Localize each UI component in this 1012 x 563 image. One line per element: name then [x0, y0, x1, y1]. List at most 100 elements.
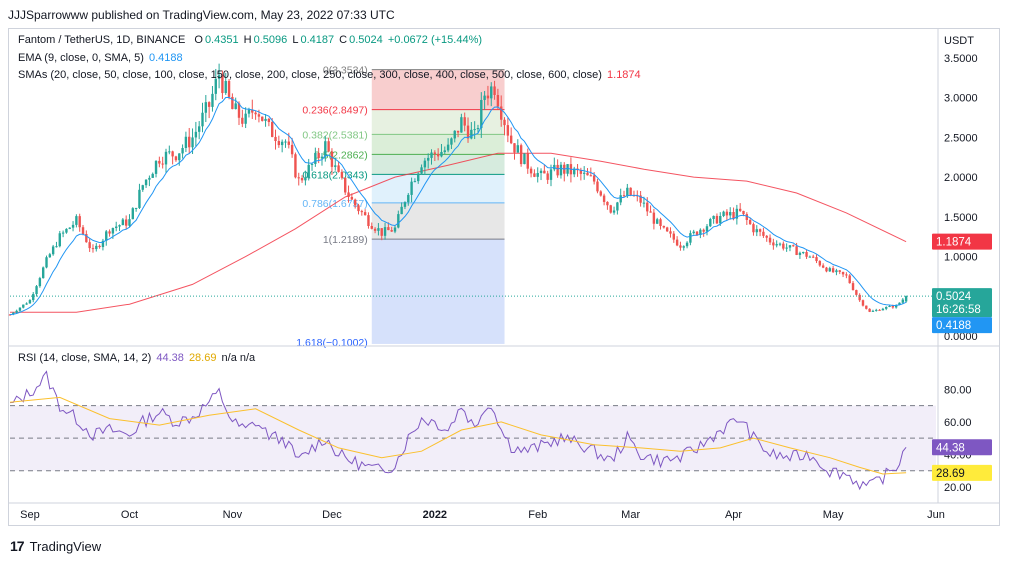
candle-body	[108, 231, 111, 234]
candle-body	[75, 216, 78, 225]
candle-body	[284, 141, 287, 143]
candle-body	[848, 275, 851, 284]
footer-brand[interactable]: 17 TradingView	[10, 538, 101, 554]
candle-body	[566, 164, 569, 174]
ema-path	[9, 96, 907, 316]
rsi-sma-badge-text: 28.69	[936, 468, 965, 480]
candle-body	[370, 226, 373, 229]
candle-body	[778, 243, 782, 245]
fib-zone	[371, 239, 505, 344]
candle-body	[380, 228, 383, 236]
fib-zone	[371, 174, 505, 203]
candle-body	[403, 202, 407, 207]
candle-body	[35, 286, 38, 295]
legend-ema-label: EMA (9, close, 0, SMA, 5)	[18, 52, 144, 64]
candle-body	[254, 112, 257, 115]
candle-body	[204, 102, 208, 113]
legend-high: 0.5096	[253, 34, 288, 46]
candle-body	[775, 244, 778, 246]
candle-body	[662, 226, 666, 228]
candle-body	[646, 202, 649, 212]
candle-body	[513, 143, 516, 153]
candle-body	[626, 187, 629, 197]
candle-body	[426, 157, 430, 161]
legend-close-label: C	[339, 34, 348, 46]
candle-body	[446, 144, 450, 151]
candle-body	[536, 173, 539, 177]
candle-body	[128, 219, 131, 226]
publish-caption: JJJSparrowww published on TradingView.co…	[8, 8, 395, 22]
candle-body	[267, 118, 271, 123]
axes: USDT 3.5000 3.0000 2.5000 2.0000 1.5000 1.0000…	[8, 28, 1000, 521]
candle-body	[496, 94, 500, 107]
candle-body	[466, 125, 470, 139]
candle-body	[795, 246, 798, 255]
candle-body	[805, 252, 808, 257]
candle-body	[340, 171, 344, 178]
legend-rsi-sma-value: 28.69	[188, 352, 217, 364]
fib-level-label: 0.618(2.0343)	[302, 169, 367, 181]
candle-body	[602, 195, 606, 202]
candle-body	[672, 233, 675, 240]
candle-body	[722, 211, 725, 217]
candle-body	[390, 230, 393, 232]
candle-body	[765, 235, 768, 238]
candle-body	[95, 245, 98, 250]
candle-body	[105, 231, 108, 241]
candle-body	[261, 116, 264, 121]
candle-body	[264, 118, 267, 121]
candle-body	[523, 153, 526, 165]
candle-body	[519, 145, 523, 165]
candle-body	[377, 228, 380, 231]
legend-rsi-value: 44.38	[156, 352, 184, 364]
candle-body	[214, 78, 217, 94]
candle-body	[699, 229, 702, 235]
candle-body	[589, 175, 593, 177]
candle-body	[197, 126, 201, 132]
fib-level-label: 0.5(2.2862)	[314, 149, 368, 161]
candle-body	[188, 136, 191, 148]
rsi-sma-badge	[932, 464, 992, 481]
footer-brand-label: TradingView	[29, 538, 102, 554]
candle-body	[144, 179, 148, 186]
sma-path	[10, 152, 907, 313]
price-tick-label: 2.5000	[944, 132, 978, 144]
candle-body	[433, 152, 437, 154]
candle-body	[642, 202, 646, 204]
candle-body	[58, 233, 61, 247]
candle-body	[586, 172, 589, 176]
candle-body	[616, 202, 619, 211]
candle-body	[98, 245, 101, 248]
candle-body	[413, 181, 417, 183]
candle-body	[22, 304, 25, 308]
legend-rsi-na: n/a n/a	[221, 352, 256, 364]
candle-body	[297, 177, 300, 179]
candle-body	[745, 214, 749, 221]
candle-body	[224, 80, 227, 94]
candle-body	[768, 237, 772, 243]
candle-body	[689, 233, 692, 243]
time-tick-label: Jun	[927, 509, 945, 521]
candle-body	[237, 103, 241, 118]
candle-body	[430, 152, 433, 158]
candle-body	[815, 257, 818, 262]
candle-body	[307, 164, 310, 179]
candle-body	[440, 151, 443, 157]
candle-body	[38, 278, 42, 287]
candle-body	[81, 227, 85, 234]
candle-body	[802, 252, 805, 254]
candle-body	[811, 256, 815, 258]
ema-line	[9, 96, 907, 316]
candle-body	[599, 191, 602, 196]
candle-body	[735, 208, 739, 219]
fib-level-label: 0.382(2.5381)	[302, 129, 367, 141]
candle-body	[168, 151, 171, 153]
sma-badge	[932, 233, 992, 250]
candle-body	[818, 261, 822, 266]
candle-body	[244, 113, 247, 124]
candle-body	[397, 214, 400, 228]
candle-body	[559, 164, 563, 176]
candle-body	[463, 117, 466, 126]
rsi-sma-line	[9, 396, 907, 475]
